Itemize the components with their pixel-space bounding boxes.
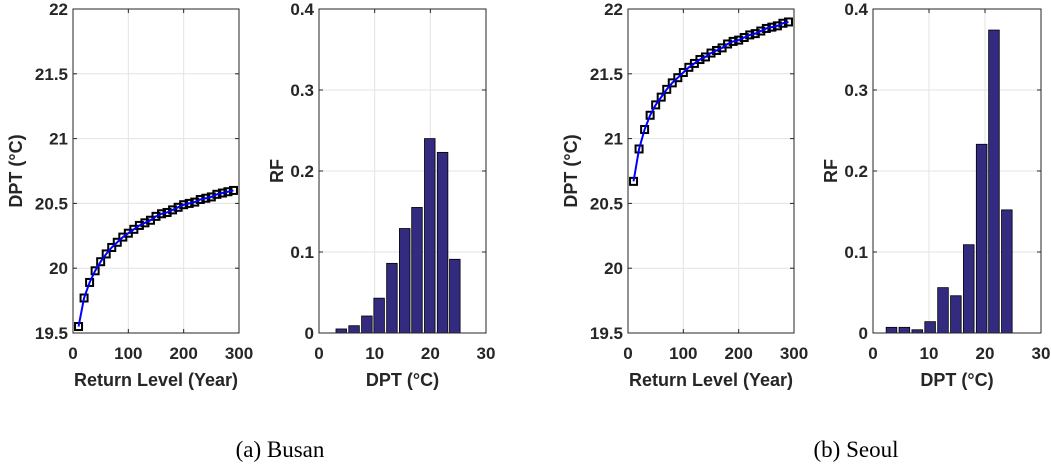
- y-tick-label: 0.3: [290, 81, 314, 100]
- y-tick-label: 0.1: [844, 243, 868, 262]
- bar: [950, 295, 962, 334]
- y-tick-label: 20: [49, 259, 68, 278]
- y-tick-label: 0.2: [290, 162, 314, 181]
- chart-b-bar: 0 10 20 30 0 0.1 0.2 0.3 0.4 DPT (°C) RF: [821, 0, 1050, 390]
- y-tick-label: 0: [859, 324, 868, 343]
- plot-area: [73, 9, 239, 333]
- x-axis-label: Return Level (Year): [74, 370, 238, 390]
- caption-busan: (a) Busan: [235, 437, 325, 462]
- x-tick-label: 20: [976, 344, 995, 363]
- x-tick-label: 100: [114, 344, 142, 363]
- x-tick-label: 300: [780, 344, 808, 363]
- axes-frame: [872, 8, 1042, 334]
- y-tick-label: 0: [305, 324, 314, 343]
- bar: [988, 29, 1000, 334]
- x-tick-label: 30: [1032, 344, 1051, 363]
- chart-b-line: 0 100 200 300 19.5 20 20.5 21 21.5 22 Return Level…: [561, 0, 808, 390]
- bar: [399, 228, 411, 334]
- bar: [348, 325, 360, 334]
- x-tick-label: 300: [225, 344, 253, 363]
- bar: [411, 207, 423, 334]
- data-point-marker: [667, 78, 677, 88]
- y-tick-label: 21: [604, 130, 623, 149]
- chart-a-bar: 0 10 20 30 0 0.1 0.2 0.3 0.4 DPT (°C) RF: [267, 0, 495, 390]
- data-point-marker: [96, 257, 106, 267]
- bar: [361, 315, 373, 334]
- x-tick-label: 0: [868, 344, 877, 363]
- x-tick-label: 10: [920, 344, 939, 363]
- x-tick-label: 20: [421, 344, 440, 363]
- data-point-marker: [645, 110, 655, 120]
- caption-seoul: (b) Seoul: [813, 437, 899, 462]
- axes-frame: [627, 8, 795, 334]
- x-tick-label: 30: [477, 344, 496, 363]
- data-point-marker: [90, 266, 100, 276]
- y-tick-label: 0.4: [290, 0, 314, 19]
- bar: [424, 138, 436, 334]
- data-point-marker: [678, 68, 688, 78]
- y-axis-label: RF: [267, 159, 287, 183]
- data-point-marker: [656, 92, 666, 102]
- plot-area: [628, 9, 794, 333]
- data-point-marker: [85, 277, 95, 287]
- y-tick-label: 22: [49, 0, 68, 19]
- x-tick-label: 200: [724, 344, 752, 363]
- y-tick-label: 21.5: [590, 65, 623, 84]
- y-tick-label: 19.5: [35, 324, 68, 343]
- x-tick-label: 0: [314, 344, 323, 363]
- axes-frame: [318, 8, 487, 334]
- y-tick-label: 20: [604, 259, 623, 278]
- series-line: [632, 20, 789, 182]
- y-axis-label: DPT (°C): [561, 134, 581, 207]
- bar: [386, 262, 398, 334]
- axes-frame: [72, 8, 240, 334]
- y-tick-label: 22: [604, 0, 623, 19]
- data-point-marker: [662, 84, 672, 94]
- y-tick-label: 20.5: [590, 194, 623, 213]
- data-point-marker: [673, 73, 683, 83]
- data-point-marker: [651, 100, 661, 110]
- bar: [937, 287, 949, 334]
- y-tick-label: 0.4: [844, 0, 868, 19]
- x-axis-label: DPT (°C): [920, 370, 993, 390]
- y-tick-label: 20.5: [35, 194, 68, 213]
- x-tick-label: 0: [68, 344, 77, 363]
- x-axis-label: DPT (°C): [366, 370, 439, 390]
- x-tick-label: 200: [169, 344, 197, 363]
- y-tick-label: 0.3: [844, 81, 868, 100]
- data-point-marker: [107, 242, 117, 252]
- y-tick-label: 19.5: [590, 324, 623, 343]
- bar: [1001, 209, 1013, 334]
- bar: [924, 321, 936, 334]
- bar: [898, 326, 911, 334]
- x-tick-label: 100: [669, 344, 697, 363]
- y-tick-label: 0.2: [844, 162, 868, 181]
- bar: [975, 143, 988, 334]
- chart-a-line: 0 100 200 300 19.5 20 20.5 21 21.5 22 Return Level…: [6, 0, 253, 390]
- bar: [963, 244, 975, 334]
- y-tick-label: 0.1: [290, 243, 314, 262]
- bar: [335, 328, 347, 334]
- bar: [885, 326, 898, 334]
- data-point-marker: [112, 237, 122, 247]
- x-tick-label: 0: [623, 344, 632, 363]
- x-axis-label: Return Level (Year): [629, 370, 793, 390]
- y-tick-label: 21.5: [35, 65, 68, 84]
- data-point-marker: [101, 249, 111, 259]
- bar: [449, 258, 461, 334]
- y-tick-label: 21: [49, 130, 68, 149]
- x-tick-label: 10: [365, 344, 384, 363]
- bar: [373, 297, 385, 334]
- y-axis-label: RF: [821, 159, 841, 183]
- bar: [436, 151, 449, 334]
- series-line: [77, 189, 234, 327]
- y-axis-label: DPT (°C): [6, 134, 26, 207]
